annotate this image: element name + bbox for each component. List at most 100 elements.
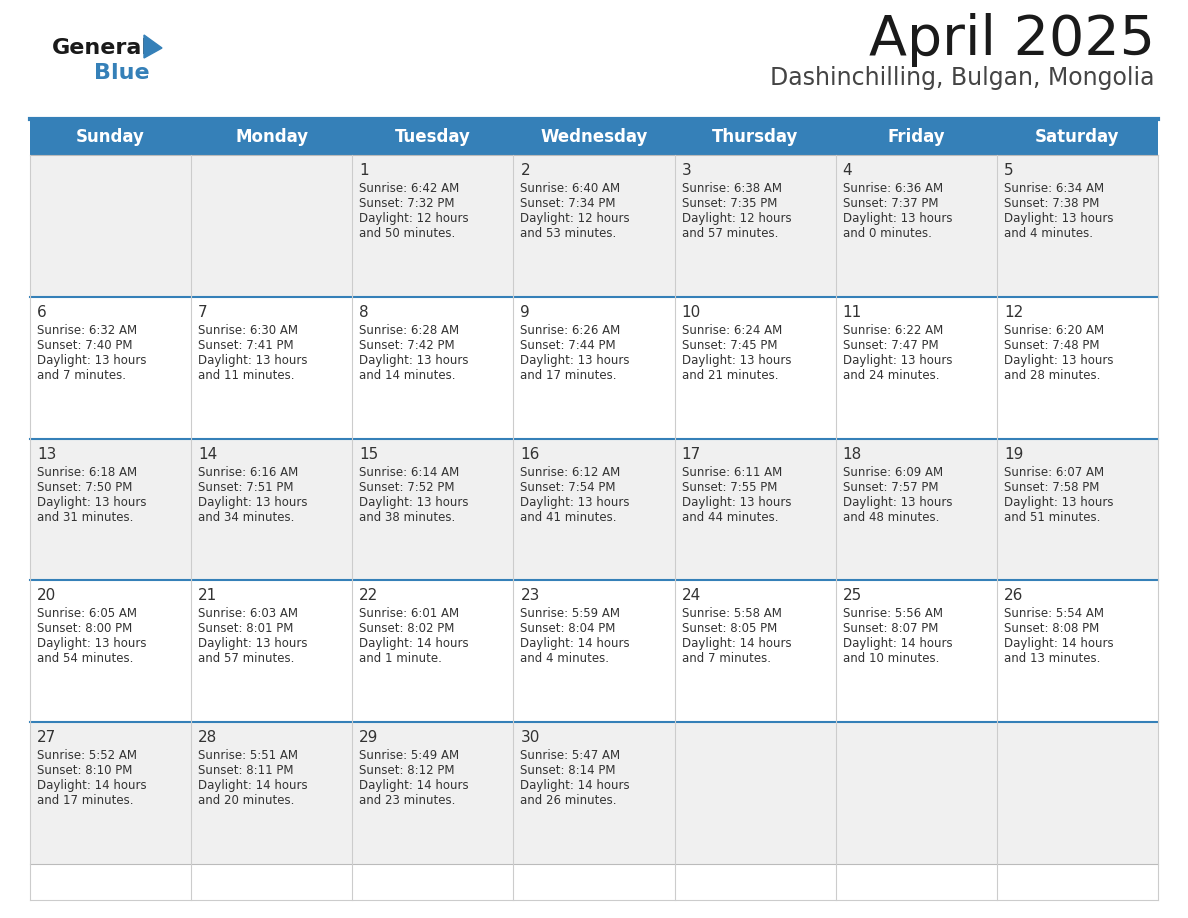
Text: Sunrise: 6:36 AM: Sunrise: 6:36 AM bbox=[842, 182, 943, 195]
Text: Sunset: 7:51 PM: Sunset: 7:51 PM bbox=[198, 481, 293, 494]
Text: Sunrise: 6:42 AM: Sunrise: 6:42 AM bbox=[359, 182, 460, 195]
Text: Sunrise: 5:49 AM: Sunrise: 5:49 AM bbox=[359, 749, 460, 762]
Text: Daylight: 13 hours: Daylight: 13 hours bbox=[198, 353, 308, 367]
Text: Thursday: Thursday bbox=[712, 128, 798, 146]
Text: 30: 30 bbox=[520, 730, 539, 745]
Text: Daylight: 14 hours: Daylight: 14 hours bbox=[682, 637, 791, 650]
Text: Sunset: 7:57 PM: Sunset: 7:57 PM bbox=[842, 481, 939, 494]
Bar bbox=[30, 119, 1158, 155]
Text: Sunrise: 6:30 AM: Sunrise: 6:30 AM bbox=[198, 324, 298, 337]
Text: Sunrise: 5:56 AM: Sunrise: 5:56 AM bbox=[842, 608, 943, 621]
Text: 8: 8 bbox=[359, 305, 369, 319]
Text: Sunset: 8:04 PM: Sunset: 8:04 PM bbox=[520, 622, 615, 635]
Text: Sunrise: 6:32 AM: Sunrise: 6:32 AM bbox=[37, 324, 137, 337]
Text: and 41 minutes.: and 41 minutes. bbox=[520, 510, 617, 523]
Text: 18: 18 bbox=[842, 446, 862, 462]
Text: Sunrise: 5:52 AM: Sunrise: 5:52 AM bbox=[37, 749, 137, 762]
Text: and 34 minutes.: and 34 minutes. bbox=[198, 510, 295, 523]
Text: Daylight: 13 hours: Daylight: 13 hours bbox=[359, 353, 469, 367]
Text: Sunrise: 6:05 AM: Sunrise: 6:05 AM bbox=[37, 608, 137, 621]
Text: Sunrise: 6:18 AM: Sunrise: 6:18 AM bbox=[37, 465, 137, 478]
Text: Sunset: 8:02 PM: Sunset: 8:02 PM bbox=[359, 622, 455, 635]
Text: 12: 12 bbox=[1004, 305, 1023, 319]
Text: Daylight: 13 hours: Daylight: 13 hours bbox=[198, 496, 308, 509]
Text: 7: 7 bbox=[198, 305, 208, 319]
Text: Sunset: 8:10 PM: Sunset: 8:10 PM bbox=[37, 764, 132, 778]
Text: and 21 minutes.: and 21 minutes. bbox=[682, 369, 778, 382]
Text: and 0 minutes.: and 0 minutes. bbox=[842, 227, 931, 240]
Text: Sunset: 8:01 PM: Sunset: 8:01 PM bbox=[198, 622, 293, 635]
Text: Daylight: 13 hours: Daylight: 13 hours bbox=[198, 637, 308, 650]
Text: Daylight: 13 hours: Daylight: 13 hours bbox=[37, 637, 146, 650]
Text: Daylight: 14 hours: Daylight: 14 hours bbox=[359, 637, 469, 650]
Text: 27: 27 bbox=[37, 730, 56, 745]
Text: Daylight: 14 hours: Daylight: 14 hours bbox=[359, 779, 469, 792]
Text: 16: 16 bbox=[520, 446, 539, 462]
Text: Blue: Blue bbox=[94, 63, 150, 83]
Text: Sunset: 7:32 PM: Sunset: 7:32 PM bbox=[359, 197, 455, 210]
Text: Daylight: 13 hours: Daylight: 13 hours bbox=[520, 496, 630, 509]
Text: Sunset: 7:44 PM: Sunset: 7:44 PM bbox=[520, 339, 617, 352]
Text: and 11 minutes.: and 11 minutes. bbox=[198, 369, 295, 382]
Text: and 28 minutes.: and 28 minutes. bbox=[1004, 369, 1100, 382]
Text: Sunset: 7:38 PM: Sunset: 7:38 PM bbox=[1004, 197, 1099, 210]
Text: and 17 minutes.: and 17 minutes. bbox=[37, 794, 133, 807]
Text: Sunset: 8:05 PM: Sunset: 8:05 PM bbox=[682, 622, 777, 635]
Text: Sunrise: 6:26 AM: Sunrise: 6:26 AM bbox=[520, 324, 620, 337]
Text: and 10 minutes.: and 10 minutes. bbox=[842, 653, 939, 666]
Text: and 44 minutes.: and 44 minutes. bbox=[682, 510, 778, 523]
Text: Sunset: 8:08 PM: Sunset: 8:08 PM bbox=[1004, 622, 1099, 635]
Text: Sunset: 7:42 PM: Sunset: 7:42 PM bbox=[359, 339, 455, 352]
Text: Sunset: 7:34 PM: Sunset: 7:34 PM bbox=[520, 197, 615, 210]
Text: Sunset: 7:41 PM: Sunset: 7:41 PM bbox=[198, 339, 293, 352]
Text: 22: 22 bbox=[359, 588, 379, 603]
Text: and 31 minutes.: and 31 minutes. bbox=[37, 510, 133, 523]
Bar bbox=[30, 722, 1158, 864]
Text: Sunset: 8:11 PM: Sunset: 8:11 PM bbox=[198, 764, 293, 778]
Text: 6: 6 bbox=[37, 305, 46, 319]
Text: Sunset: 7:48 PM: Sunset: 7:48 PM bbox=[1004, 339, 1099, 352]
Text: and 53 minutes.: and 53 minutes. bbox=[520, 227, 617, 240]
Text: Sunrise: 6:38 AM: Sunrise: 6:38 AM bbox=[682, 182, 782, 195]
Text: Daylight: 14 hours: Daylight: 14 hours bbox=[520, 779, 630, 792]
Polygon shape bbox=[144, 35, 162, 58]
Text: and 14 minutes.: and 14 minutes. bbox=[359, 369, 456, 382]
Text: Sunset: 7:55 PM: Sunset: 7:55 PM bbox=[682, 481, 777, 494]
Text: 25: 25 bbox=[842, 588, 862, 603]
Text: Sunrise: 6:16 AM: Sunrise: 6:16 AM bbox=[198, 465, 298, 478]
Text: Daylight: 14 hours: Daylight: 14 hours bbox=[198, 779, 308, 792]
Text: Sunrise: 5:51 AM: Sunrise: 5:51 AM bbox=[198, 749, 298, 762]
Text: Sunset: 7:37 PM: Sunset: 7:37 PM bbox=[842, 197, 939, 210]
Text: Sunrise: 6:24 AM: Sunrise: 6:24 AM bbox=[682, 324, 782, 337]
Text: Sunset: 7:45 PM: Sunset: 7:45 PM bbox=[682, 339, 777, 352]
Text: Friday: Friday bbox=[887, 128, 946, 146]
Text: and 48 minutes.: and 48 minutes. bbox=[842, 510, 939, 523]
Text: 28: 28 bbox=[198, 730, 217, 745]
Text: Sunrise: 5:58 AM: Sunrise: 5:58 AM bbox=[682, 608, 782, 621]
Text: and 26 minutes.: and 26 minutes. bbox=[520, 794, 617, 807]
Text: Sunset: 8:12 PM: Sunset: 8:12 PM bbox=[359, 764, 455, 778]
Text: 19: 19 bbox=[1004, 446, 1023, 462]
Text: Sunrise: 5:47 AM: Sunrise: 5:47 AM bbox=[520, 749, 620, 762]
Text: Sunset: 8:07 PM: Sunset: 8:07 PM bbox=[842, 622, 939, 635]
Text: and 54 minutes.: and 54 minutes. bbox=[37, 653, 133, 666]
Text: Daylight: 13 hours: Daylight: 13 hours bbox=[359, 496, 469, 509]
Text: Sunrise: 6:12 AM: Sunrise: 6:12 AM bbox=[520, 465, 620, 478]
Text: and 4 minutes.: and 4 minutes. bbox=[520, 653, 609, 666]
Text: and 20 minutes.: and 20 minutes. bbox=[198, 794, 295, 807]
Text: Daylight: 13 hours: Daylight: 13 hours bbox=[1004, 212, 1113, 225]
Text: Sunrise: 6:07 AM: Sunrise: 6:07 AM bbox=[1004, 465, 1104, 478]
Text: Daylight: 13 hours: Daylight: 13 hours bbox=[37, 353, 146, 367]
Text: Daylight: 13 hours: Daylight: 13 hours bbox=[37, 496, 146, 509]
Text: Sunset: 7:52 PM: Sunset: 7:52 PM bbox=[359, 481, 455, 494]
Text: Sunrise: 5:59 AM: Sunrise: 5:59 AM bbox=[520, 608, 620, 621]
Text: Sunset: 8:14 PM: Sunset: 8:14 PM bbox=[520, 764, 615, 778]
Bar bbox=[30, 297, 1158, 439]
Text: April 2025: April 2025 bbox=[868, 13, 1155, 67]
Text: Sunrise: 6:20 AM: Sunrise: 6:20 AM bbox=[1004, 324, 1104, 337]
Text: 10: 10 bbox=[682, 305, 701, 319]
Text: Daylight: 13 hours: Daylight: 13 hours bbox=[842, 496, 953, 509]
Text: Sunrise: 6:22 AM: Sunrise: 6:22 AM bbox=[842, 324, 943, 337]
Text: Daylight: 13 hours: Daylight: 13 hours bbox=[520, 353, 630, 367]
Bar bbox=[30, 439, 1158, 580]
